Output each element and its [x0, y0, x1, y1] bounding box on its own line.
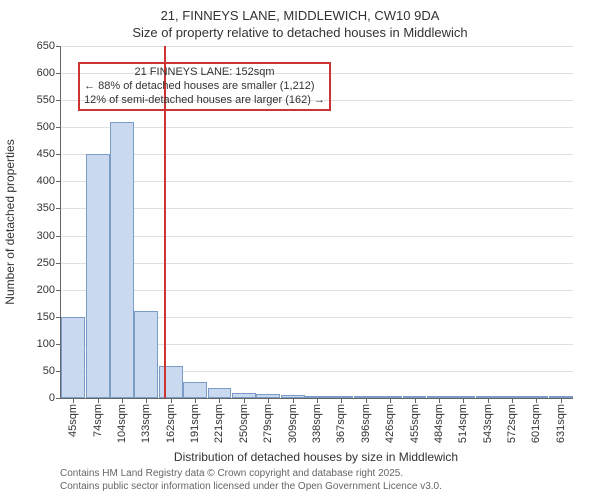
histogram-bar: [208, 388, 232, 398]
xtick-label: 426sqm: [384, 404, 396, 443]
xtick-mark: [146, 398, 147, 403]
chart-subtitle: Size of property relative to detached ho…: [0, 25, 600, 42]
xtick-mark: [366, 398, 367, 403]
ytick-label: 300: [37, 230, 55, 242]
ytick-mark: [56, 46, 61, 47]
x-axis-title: Distribution of detached houses by size …: [174, 450, 458, 464]
ytick-label: 150: [37, 311, 55, 323]
chart-title: 21, FINNEYS LANE, MIDDLEWICH, CW10 9DA: [0, 0, 600, 25]
xtick-mark: [536, 398, 537, 403]
xtick-label: 455sqm: [409, 404, 421, 443]
annotation-box: 21 FINNEYS LANE: 152sqm← 88% of detached…: [78, 62, 331, 111]
annotation-line3: 12% of semi-detached houses are larger (…: [84, 94, 325, 108]
ytick-label: 50: [43, 365, 55, 377]
gridline: [61, 181, 573, 182]
ytick-mark: [56, 208, 61, 209]
ytick-label: 250: [37, 257, 55, 269]
xtick-label: 221sqm: [213, 404, 225, 443]
ytick-label: 600: [37, 67, 55, 79]
xtick-label: 45sqm: [67, 404, 79, 437]
xtick-mark: [512, 398, 513, 403]
xtick-mark: [122, 398, 123, 403]
xtick-mark: [439, 398, 440, 403]
gridline: [61, 46, 573, 47]
xtick-mark: [317, 398, 318, 403]
ytick-label: 350: [37, 202, 55, 214]
xtick-mark: [195, 398, 196, 403]
histogram-bar: [183, 382, 207, 398]
gridline: [61, 263, 573, 264]
gridline: [61, 154, 573, 155]
gridline: [61, 208, 573, 209]
chart-container: 21, FINNEYS LANE, MIDDLEWICH, CW10 9DA S…: [0, 0, 600, 500]
xtick-mark: [244, 398, 245, 403]
footer-line2: Contains public sector information licen…: [60, 481, 442, 494]
ytick-label: 100: [37, 338, 55, 350]
xtick-mark: [390, 398, 391, 403]
ytick-label: 550: [37, 94, 55, 106]
ytick-mark: [56, 263, 61, 264]
gridline: [61, 127, 573, 128]
annotation-line2: ← 88% of detached houses are smaller (1,…: [84, 80, 325, 94]
ytick-mark: [56, 73, 61, 74]
xtick-label: 367sqm: [335, 404, 347, 443]
xtick-label: 250sqm: [238, 404, 250, 443]
xtick-label: 514sqm: [457, 404, 469, 443]
histogram-bar: [134, 311, 158, 398]
xtick-label: 74sqm: [92, 404, 104, 437]
ytick-label: 200: [37, 284, 55, 296]
histogram-bar: [110, 122, 134, 398]
xtick-mark: [219, 398, 220, 403]
xtick-mark: [561, 398, 562, 403]
annotation-line1: 21 FINNEYS LANE: 152sqm: [84, 66, 325, 80]
xtick-label: 133sqm: [140, 404, 152, 443]
plot-area: 0501001502002503003504004505005506006504…: [60, 46, 573, 399]
xtick-label: 338sqm: [311, 404, 323, 443]
ytick-label: 450: [37, 148, 55, 160]
ytick-mark: [56, 290, 61, 291]
ytick-label: 500: [37, 121, 55, 133]
xtick-mark: [488, 398, 489, 403]
xtick-label: 572sqm: [506, 404, 518, 443]
xtick-label: 543sqm: [482, 404, 494, 443]
gridline: [61, 236, 573, 237]
xtick-label: 162sqm: [165, 404, 177, 443]
xtick-mark: [415, 398, 416, 403]
y-axis-title: Number of detached properties: [3, 139, 17, 304]
xtick-mark: [73, 398, 74, 403]
footer-line1: Contains HM Land Registry data © Crown c…: [60, 468, 442, 481]
xtick-label: 396sqm: [360, 404, 372, 443]
xtick-mark: [268, 398, 269, 403]
ytick-mark: [56, 398, 61, 399]
ytick-label: 400: [37, 175, 55, 187]
ytick-label: 650: [37, 40, 55, 52]
xtick-mark: [98, 398, 99, 403]
xtick-mark: [293, 398, 294, 403]
xtick-label: 309sqm: [287, 404, 299, 443]
xtick-mark: [463, 398, 464, 403]
ytick-mark: [56, 236, 61, 237]
ytick-label: 0: [49, 392, 55, 404]
histogram-bar: [86, 154, 110, 398]
xtick-mark: [341, 398, 342, 403]
gridline: [61, 290, 573, 291]
footer-text: Contains HM Land Registry data © Crown c…: [60, 468, 442, 493]
ytick-mark: [56, 154, 61, 155]
ytick-mark: [56, 181, 61, 182]
histogram-bar: [159, 366, 183, 398]
ytick-mark: [56, 127, 61, 128]
xtick-label: 279sqm: [262, 404, 274, 443]
xtick-label: 631sqm: [555, 404, 567, 443]
xtick-label: 104sqm: [116, 404, 128, 443]
xtick-label: 484sqm: [433, 404, 445, 443]
ytick-mark: [56, 100, 61, 101]
xtick-mark: [171, 398, 172, 403]
xtick-label: 191sqm: [189, 404, 201, 443]
histogram-bar: [61, 317, 85, 398]
xtick-label: 601sqm: [530, 404, 542, 443]
